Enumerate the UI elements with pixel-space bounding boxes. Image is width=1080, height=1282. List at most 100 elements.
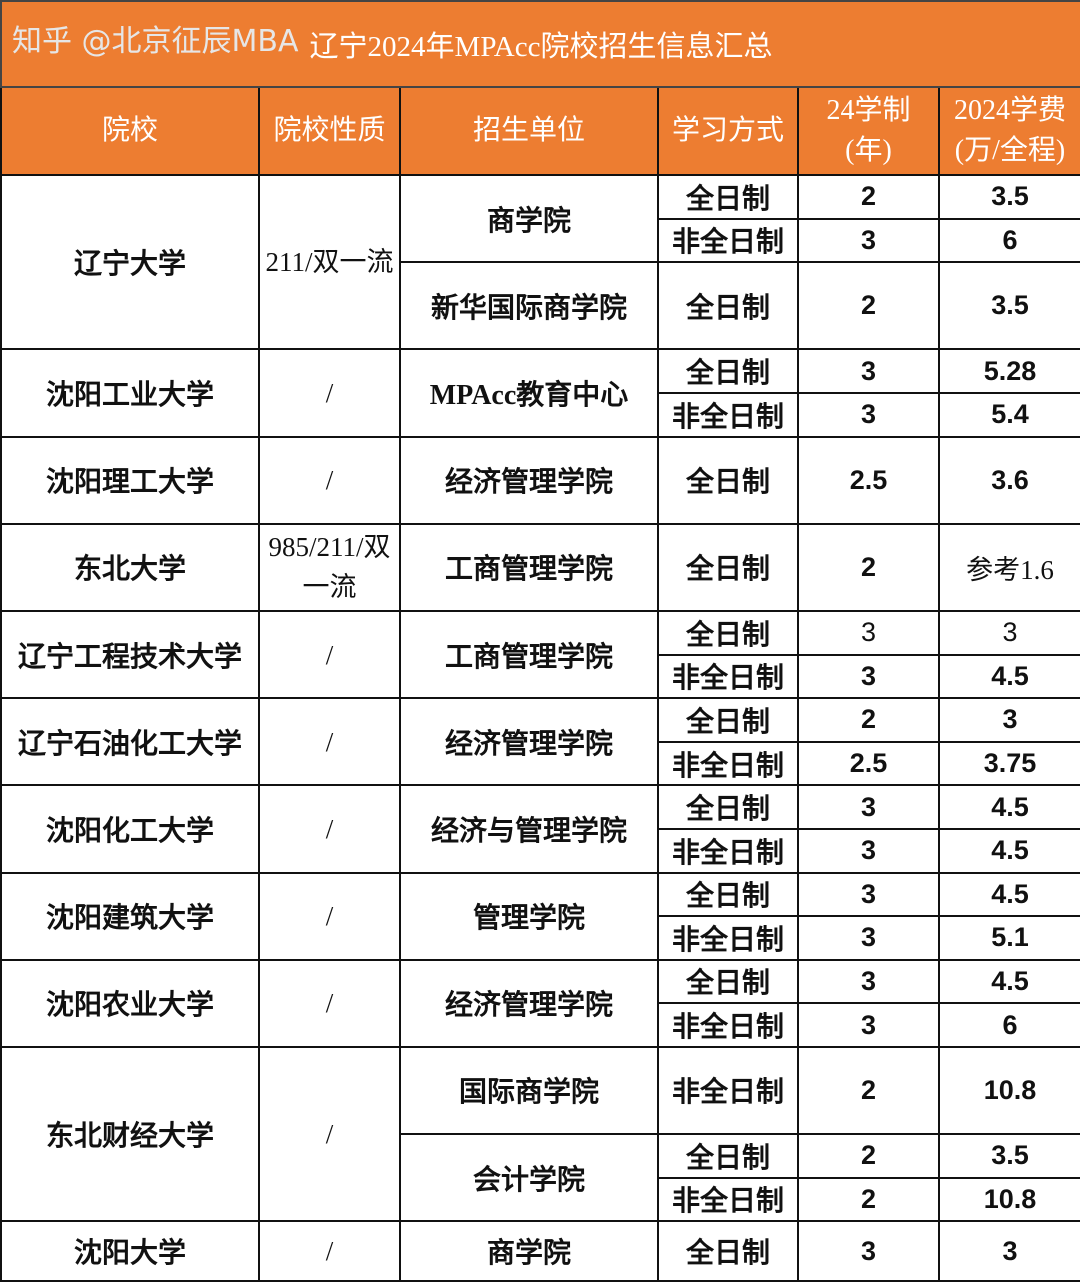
fee-value: 3.75 — [937, 740, 1080, 787]
school-type: / — [258, 697, 401, 787]
years-value: 2 — [797, 1045, 940, 1136]
years-value: 3 — [797, 958, 940, 1005]
years-value: 3 — [797, 391, 940, 438]
table-row: 会计学院 全日制 2 3.5 — [1, 1133, 1080, 1223]
years-value: 2 — [797, 522, 940, 612]
school-type: 985/211/双一流 — [258, 522, 401, 612]
table-row: 非全日制 3 5.4 — [1, 391, 1080, 438]
study-mode: 非全日制 — [657, 915, 799, 961]
years-value: 2 — [797, 697, 940, 743]
school-name: 沈阳建筑大学 — [0, 871, 260, 961]
study-mode: 非全日制 — [657, 740, 799, 787]
study-mode: 全日制 — [657, 1133, 799, 1179]
school-type: / — [258, 784, 401, 874]
school-name: 辽宁石油化工大学 — [0, 697, 260, 787]
study-mode: 非全日制 — [657, 1176, 799, 1223]
table-row: 辽宁石油化工大学 / 经济管理学院 全日制 2 3 — [0, 697, 1080, 787]
years-value: 2 — [797, 1133, 940, 1179]
unit-name: 会计学院 — [399, 1133, 659, 1223]
school-type: / — [258, 435, 401, 525]
unit-name: 工商管理学院 — [399, 609, 659, 700]
years-value: 3 — [797, 609, 940, 656]
school-name: 沈阳大学 — [0, 1220, 260, 1282]
header-mode: 学习方式 — [657, 86, 799, 176]
unit-name: 经济管理学院 — [399, 958, 659, 1048]
study-mode: 全日制 — [657, 1220, 799, 1282]
fee-value: 4.5 — [937, 958, 1080, 1005]
study-mode: 非全日制 — [657, 827, 799, 874]
table-row: 非全日制 2.5 3.75 — [1, 740, 1080, 787]
school-name: 辽宁大学 — [0, 173, 260, 351]
years-value: 3 — [797, 784, 940, 830]
study-mode: 全日制 — [657, 609, 799, 656]
school-type: / — [258, 958, 401, 1048]
fee-value: 5.28 — [937, 348, 1080, 394]
unit-name: 商学院 — [399, 1220, 659, 1282]
study-mode: 非全日制 — [657, 1045, 799, 1136]
school-type: / — [258, 1045, 401, 1223]
study-mode: 全日制 — [657, 697, 799, 743]
years-value: 3 — [797, 653, 940, 700]
study-mode: 全日制 — [657, 348, 799, 394]
table-row: 非全日制 3 4.5 — [1, 653, 1080, 700]
study-mode: 全日制 — [657, 261, 799, 351]
school-type: / — [258, 609, 401, 700]
school-type: / — [258, 1220, 401, 1282]
fee-value: 10.8 — [937, 1176, 1080, 1223]
table-row: 辽宁工程技术大学 / 工商管理学院 全日制 3 3 — [0, 609, 1080, 700]
fee-value: 4.5 — [937, 827, 1080, 874]
years-value: 3 — [797, 348, 940, 394]
school-name: 沈阳农业大学 — [0, 958, 260, 1048]
table-row: 非全日制 3 6 — [1, 217, 1080, 264]
table-row: 沈阳大学 / 商学院 全日制 3 3 — [0, 1220, 1080, 1282]
header-type: 院校性质 — [258, 86, 401, 176]
years-value: 3 — [797, 827, 940, 874]
years-value: 2 — [797, 261, 940, 351]
fee-value: 5.4 — [937, 391, 1080, 438]
study-mode: 全日制 — [657, 784, 799, 830]
unit-name: 工商管理学院 — [399, 522, 659, 612]
years-value: 2.5 — [797, 740, 940, 787]
fee-value: 10.8 — [937, 1045, 1080, 1136]
table-row: 非全日制 3 4.5 — [1, 827, 1080, 874]
study-mode: 全日制 — [657, 871, 799, 918]
study-mode: 非全日制 — [657, 1002, 799, 1048]
fee-value: 4.5 — [937, 653, 1080, 700]
school-name: 辽宁工程技术大学 — [0, 609, 260, 700]
school-name: 东北财经大学 — [0, 1045, 260, 1223]
table-row: 东北大学 985/211/双一流 工商管理学院 全日制 2 参考1.6 — [0, 522, 1080, 612]
table-row: 辽宁大学 211/双一流 商学院 全日制 2 3.5 — [0, 173, 1080, 351]
table-row: 沈阳建筑大学 / 管理学院 全日制 3 4.5 — [0, 871, 1080, 961]
years-value: 2 — [797, 1176, 940, 1223]
fee-value: 3 — [937, 609, 1080, 656]
header-fee: 2024学费 (万/全程) — [937, 86, 1080, 176]
school-type: / — [258, 871, 401, 961]
years-value: 3 — [797, 871, 940, 918]
table-row: 东北财经大学 / 国际商学院 非全日制 2 10.8 — [0, 1045, 1080, 1223]
fee-value: 6 — [937, 1002, 1080, 1048]
unit-name: 商学院 — [399, 173, 659, 264]
study-mode: 全日制 — [657, 958, 799, 1005]
fee-value: 4.5 — [937, 784, 1080, 830]
fee-value: 4.5 — [937, 871, 1080, 918]
table-row: 沈阳理工大学 / 经济管理学院 全日制 2.5 3.6 — [0, 435, 1080, 525]
table-row: 沈阳农业大学 / 经济管理学院 全日制 3 4.5 — [0, 958, 1080, 1048]
unit-name: 经济管理学院 — [399, 435, 659, 525]
table-row: 沈阳工业大学 / MPAcc教育中心 全日制 3 5.28 — [0, 348, 1080, 438]
study-mode: 全日制 — [657, 174, 799, 220]
school-name: 沈阳化工大学 — [0, 784, 260, 874]
table-row: 非全日制 3 5.1 — [1, 915, 1080, 961]
fee-value: 6 — [937, 217, 1080, 264]
study-mode: 非全日制 — [657, 217, 799, 264]
fee-value: 3.5 — [937, 174, 1080, 220]
years-value: 3 — [797, 1002, 940, 1048]
fee-value: 3 — [937, 697, 1080, 743]
fee-value: 3.5 — [937, 261, 1080, 351]
school-type: / — [258, 348, 401, 438]
years-value: 2.5 — [797, 435, 940, 525]
table-row: 非全日制 2 10.8 — [1, 1176, 1080, 1223]
years-value: 3 — [797, 217, 940, 264]
header-years: 24学制 (年) — [797, 86, 940, 176]
years-value: 2 — [797, 174, 940, 220]
